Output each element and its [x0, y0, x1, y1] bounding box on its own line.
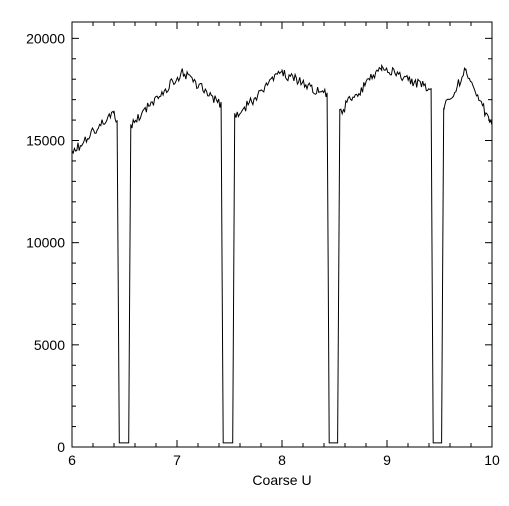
y-tick-label: 10000 — [26, 235, 65, 251]
plot-border — [72, 22, 492, 447]
data-series-line — [72, 66, 492, 443]
y-axis-ticks — [72, 38, 492, 447]
x-tick-label: 8 — [278, 452, 286, 468]
y-tick-label: 5000 — [34, 337, 65, 353]
x-tick-label: 7 — [173, 452, 181, 468]
x-axis-title: Coarse U — [252, 472, 311, 488]
line-chart: 6 7 8 9 10 0 5000 10000 15000 20000 Coarse U — [0, 0, 509, 506]
y-tick-label: 20000 — [26, 30, 65, 46]
x-axis-tick-labels: 6 7 8 9 10 — [68, 452, 500, 468]
x-tick-label: 10 — [484, 452, 500, 468]
y-tick-label: 15000 — [26, 133, 65, 149]
y-axis-tick-labels: 0 5000 10000 15000 20000 — [26, 30, 65, 455]
x-tick-label: 6 — [68, 452, 76, 468]
x-tick-label: 9 — [383, 452, 391, 468]
x-axis-ticks — [72, 22, 492, 447]
chart-container: 6 7 8 9 10 0 5000 10000 15000 20000 Coarse U — [0, 0, 509, 506]
y-tick-label: 0 — [57, 439, 65, 455]
